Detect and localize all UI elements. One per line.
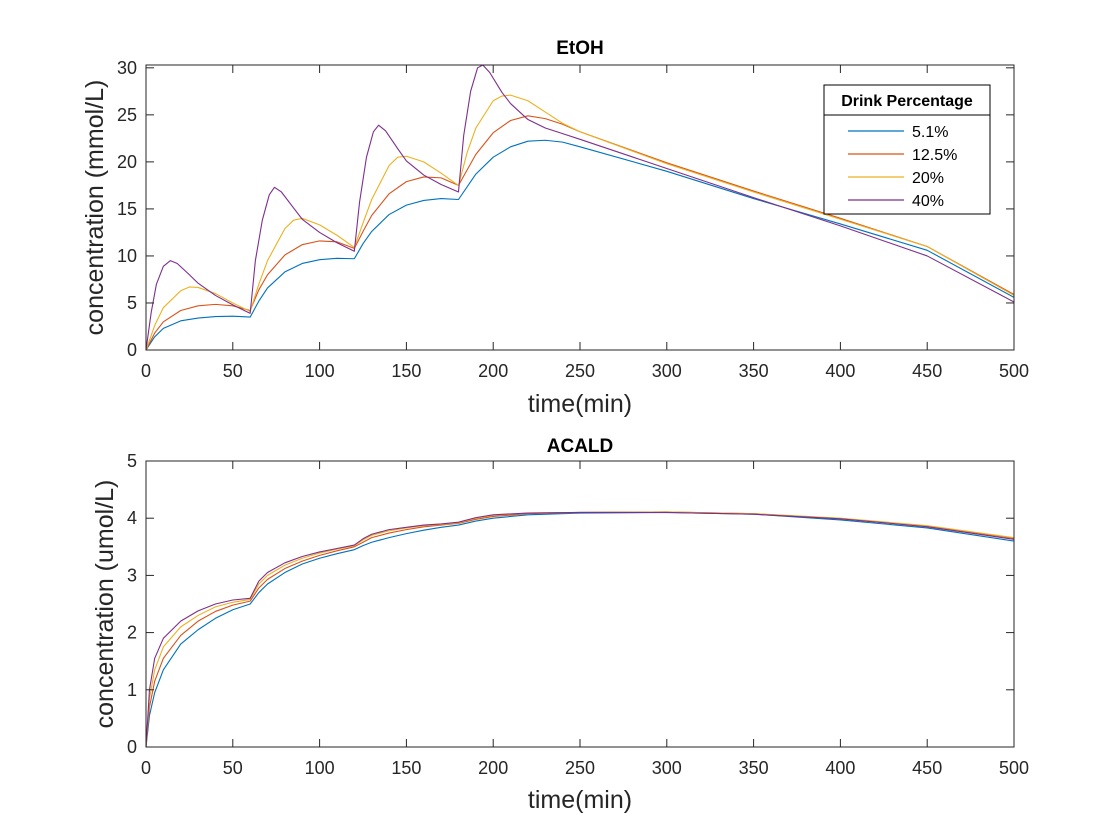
x-tick-label: 0 <box>141 758 151 778</box>
legend-entry-3: 20% <box>912 170 944 187</box>
y-tick-label: 2 <box>127 623 137 643</box>
y-tick-label: 25 <box>117 105 137 125</box>
series-line-1 <box>146 511 1014 747</box>
x-tick-label: 450 <box>912 758 942 778</box>
legend-box <box>823 84 991 215</box>
chart-1: 0 50 100 150 200 250 300 350 400 450 500 0 1 2 3 4 5 ACAL… <box>91 436 1029 814</box>
chart-0: 0 50 100 150 200 250 300 350 400 450 500 0 5 10 15 20 25… <box>81 38 1029 418</box>
chart-title: ACALD <box>547 436 614 457</box>
x-tick-label: 250 <box>565 758 595 778</box>
x-tick-label: 300 <box>652 361 682 381</box>
charts: 0 50 100 150 200 250 300 350 400 450 5000510152025… <box>81 38 1029 814</box>
y-tick-label: 0 <box>127 737 137 757</box>
x-tick-label: 400 <box>825 361 855 381</box>
x-tick-label: 500 <box>999 361 1029 381</box>
series-line-3 <box>146 94 1014 350</box>
legend-title: Drink Percentage <box>841 93 973 110</box>
y-tick-label: 5 <box>127 293 137 313</box>
y-tick-label: 5 <box>127 451 137 471</box>
x-tick-label: 350 <box>739 361 769 381</box>
x-tick-label: 350 <box>739 758 769 778</box>
x-tick-label: 100 <box>305 758 335 778</box>
x-tick-label: 50 <box>223 758 243 778</box>
legend-entry-1: 5.1% <box>912 124 948 141</box>
chart-title: EtOH <box>556 38 604 59</box>
series-line-4 <box>146 511 1014 747</box>
y-axis-label: concentration (mmol/L) <box>81 80 109 336</box>
x-tick-label: 100 <box>305 361 335 381</box>
series-group <box>146 511 1014 747</box>
y-tick-label: 15 <box>117 199 137 219</box>
legend-entry-4: 40% <box>912 193 944 210</box>
x-axis-label: time(min) <box>528 390 632 418</box>
y-tick-label: 1 <box>127 680 137 700</box>
legend-entry-2: 12.5% <box>912 147 957 164</box>
legend: Drink Percentage 5.1% 12.5% 20% 40% <box>823 84 991 215</box>
y-tick-label: 20 <box>117 152 137 172</box>
x-tick-label: 150 <box>391 758 421 778</box>
y-tick-label: 4 <box>127 508 137 528</box>
x-tick-label: 50 <box>223 361 243 381</box>
y-tick-label: 10 <box>117 246 137 266</box>
x-tick-label: 400 <box>825 758 855 778</box>
y-tick-label: 30 <box>117 58 137 78</box>
x-tick-label: 150 <box>391 361 421 381</box>
y-tick-label: 0 <box>127 340 137 360</box>
x-axis-label: time(min) <box>528 786 632 814</box>
x-tick-label: 200 <box>478 361 508 381</box>
x-tick-label: 0 <box>141 361 151 381</box>
x-tick-label: 300 <box>652 758 682 778</box>
series-line-1 <box>146 139 1014 350</box>
series-line-4 <box>146 65 1014 350</box>
y-tick-label: 3 <box>127 565 137 585</box>
x-tick-label: 450 <box>912 361 942 381</box>
y-axis-label: concentration (umol/L) <box>91 480 119 729</box>
series-group <box>146 65 1014 350</box>
x-tick-label: 250 <box>565 361 595 381</box>
x-tick-label: 200 <box>478 758 508 778</box>
x-tick-label: 500 <box>999 758 1029 778</box>
